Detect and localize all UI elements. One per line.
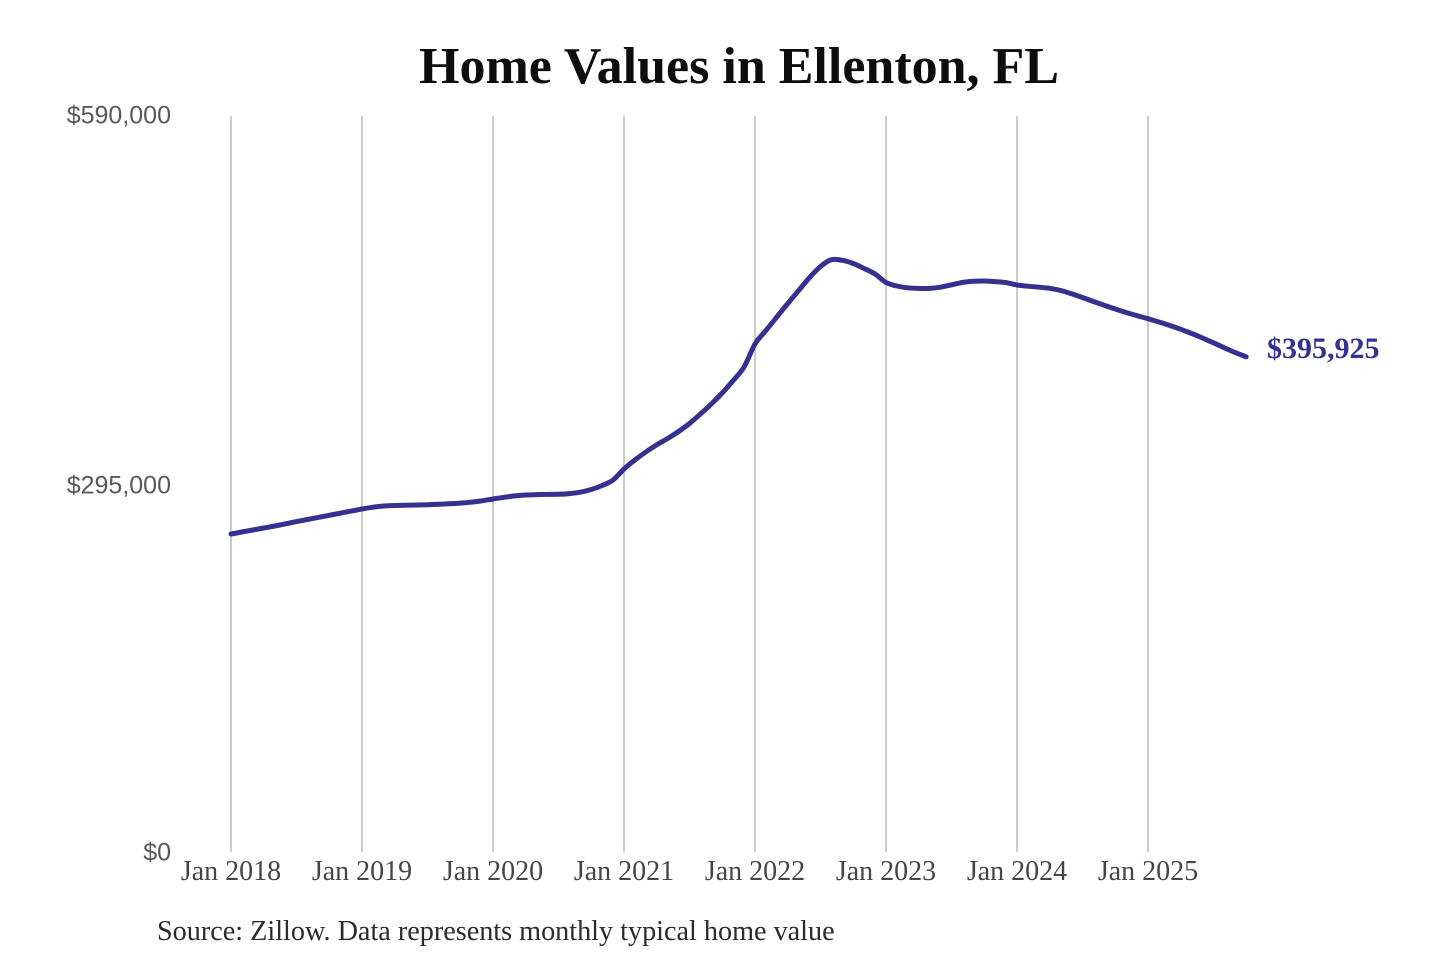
svg-text:Jan 2025: Jan 2025: [1098, 856, 1198, 887]
svg-text:Jan 2019: Jan 2019: [312, 856, 412, 887]
svg-text:Jan 2020: Jan 2020: [443, 856, 543, 887]
svg-text:$295,000: $295,000: [67, 472, 171, 500]
svg-text:Jan 2021: Jan 2021: [574, 856, 674, 887]
svg-text:$395,925: $395,925: [1267, 332, 1380, 365]
svg-text:Jan 2024: Jan 2024: [967, 856, 1067, 887]
svg-text:Home Values in Ellenton, FL: Home Values in Ellenton, FL: [419, 38, 1059, 95]
svg-text:Jan 2018: Jan 2018: [181, 856, 281, 887]
svg-text:Jan 2023: Jan 2023: [836, 856, 936, 887]
svg-text:Source: Zillow. Data represent: Source: Zillow. Data represents monthly …: [157, 916, 835, 947]
svg-text:$590,000: $590,000: [67, 102, 171, 130]
svg-text:$0: $0: [143, 839, 171, 867]
svg-text:Jan 2022: Jan 2022: [705, 856, 805, 887]
